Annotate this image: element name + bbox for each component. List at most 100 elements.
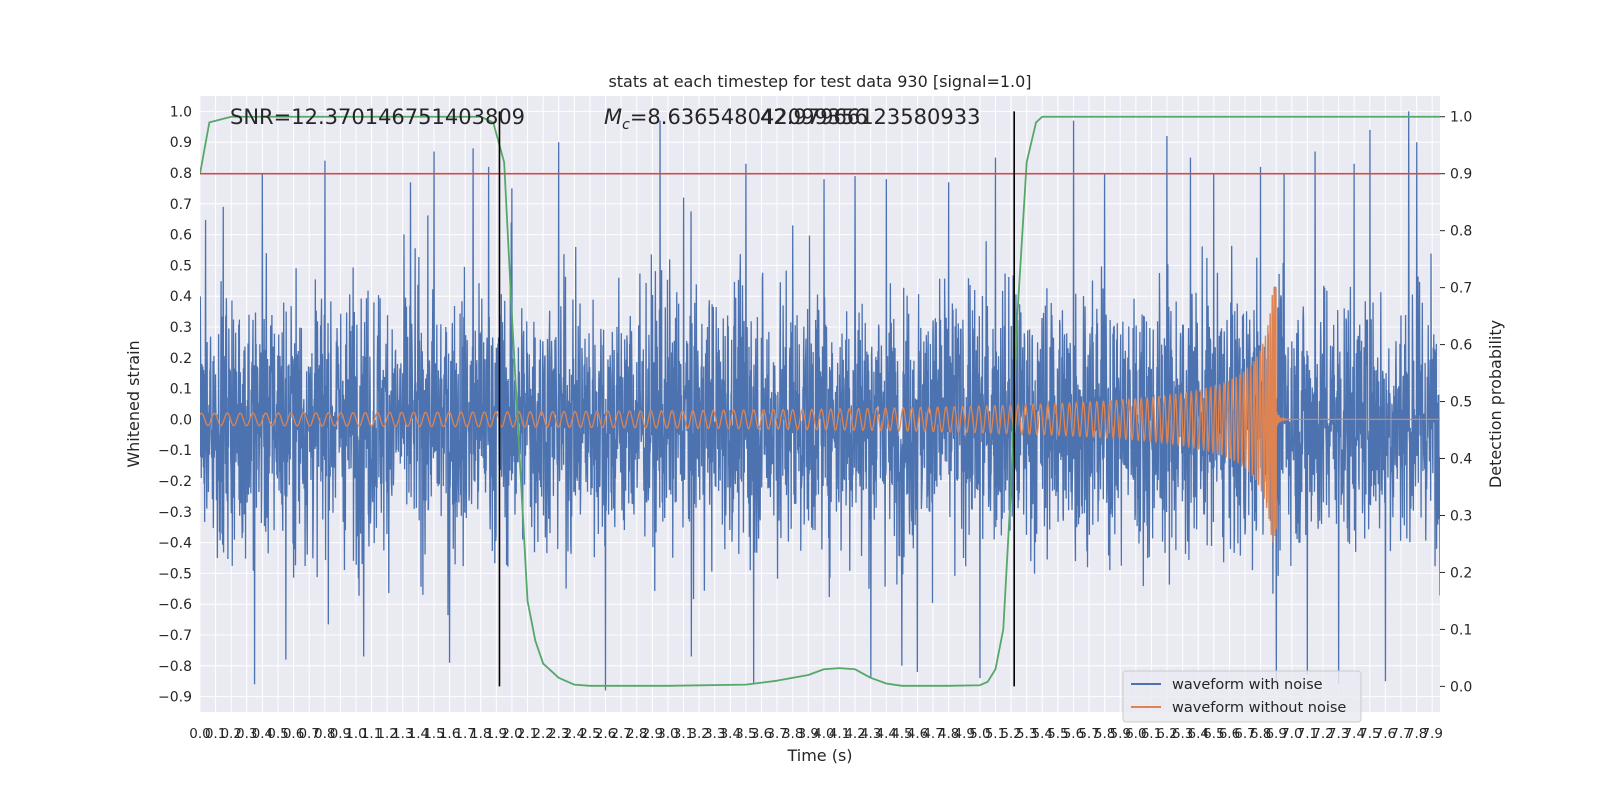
x-tick-label: 2.8 (626, 726, 647, 742)
x-tick-label: 0.2 (220, 726, 241, 742)
x-tick-label: 0.0 (189, 726, 210, 742)
x-tick-label: 0.3 (236, 726, 257, 742)
legend: waveform with noise waveform without noi… (1122, 670, 1362, 723)
x-tick-label: 6.9 (1265, 726, 1286, 742)
x-tick-label: 2.4 (564, 726, 585, 742)
y-right-tick-label: 0.5 (1450, 395, 1472, 411)
y-axis-right-label: Detection probability (1486, 320, 1505, 488)
y-right-tick-label: 0.8 (1450, 224, 1472, 240)
x-tick-label: 0.8 (314, 726, 335, 742)
y-right-tick-label: 0.3 (1450, 508, 1472, 524)
x-tick-label: 5.9 (1110, 726, 1131, 742)
x-tick-label: 5.4 (1032, 726, 1053, 742)
snr-annotation: SNR=12.370146751403809 (230, 105, 525, 129)
legend-label-clean: waveform without noise (1172, 700, 1346, 716)
y-tick-label: 0.3 (170, 320, 192, 336)
x-tick-label: 5.7 (1078, 726, 1099, 742)
probability-line (200, 115, 1440, 687)
chart-title: stats at each timestep for test data 930… (608, 72, 1031, 91)
x-tick-label: 4.4 (876, 726, 897, 742)
x-tick-label: 3.5 (735, 726, 756, 742)
y-tick-label: −0.9 (158, 690, 192, 706)
x-tick-label: 3.1 (673, 726, 694, 742)
x-tick-label: 2.7 (610, 726, 631, 742)
x-tick-label: 4.9 (954, 726, 975, 742)
x-tick-label: 6.5 (1203, 726, 1224, 742)
x-tick-label: 0.7 (298, 726, 319, 742)
y-tick-label: 0.4 (170, 289, 192, 305)
x-tick-label: 6.3 (1172, 726, 1193, 742)
x-tick-label: 6.2 (1156, 726, 1177, 742)
x-tick-label: 4.5 (891, 726, 912, 742)
x-tick-label: 2.5 (579, 726, 600, 742)
x-tick-label: 6.1 (1141, 726, 1162, 742)
x-tick-label: 0.4 (252, 726, 273, 742)
overlays (200, 111, 1440, 687)
x-tick-label: 1.1 (361, 726, 382, 742)
x-tick-label: 1.6 (439, 726, 460, 742)
x-tick-label: 4.3 (860, 726, 881, 742)
chirp-mass-symbol: M (604, 105, 622, 129)
x-tick-label: 4.2 (844, 726, 865, 742)
series-waveform-with-noise (200, 111, 1440, 691)
y-axis-left-label: Whitened strain (124, 340, 143, 467)
x-tick-label: 1.5 (423, 726, 444, 742)
x-tick-label: 7.8 (1406, 726, 1427, 742)
y-tick-label: −0.3 (158, 505, 192, 521)
y-tick-label: 0.6 (170, 228, 192, 244)
x-tick-label: 7.5 (1359, 726, 1380, 742)
x-tick-label: 2.2 (532, 726, 553, 742)
x-tick-label: 6.6 (1219, 726, 1240, 742)
y-tick-label: 0.2 (170, 351, 192, 367)
x-tick-label: 1.8 (470, 726, 491, 742)
y-axis-left-ticks: 1.0 0.9 0.8 0.7 0.6 0.5 0.4 0.3 0.2 0.1 0.0 −0.1 −0.… (158, 104, 192, 705)
legend-label-noise: waveform with noise (1172, 677, 1323, 693)
x-tick-label: 2.3 (548, 726, 569, 742)
x-tick-label: 5.3 (1016, 726, 1037, 742)
series-detection-probability (200, 115, 1440, 687)
x-tick-label: 1.4 (408, 726, 429, 742)
y-tick-label: −0.1 (158, 443, 192, 459)
y-tick-label: −0.5 (158, 566, 192, 582)
series-waveform-without-noise (200, 286, 1440, 543)
legend-box (1122, 670, 1362, 723)
x-tick-label: 7.0 (1281, 726, 1302, 742)
x-tick-label: 7.6 (1375, 726, 1396, 742)
x-tick-label: 0.5 (267, 726, 288, 742)
y-right-tick-label: 0.6 (1450, 338, 1472, 354)
x-tick-label: 0.6 (283, 726, 304, 742)
y-tick-label: 0.5 (170, 258, 192, 274)
x-tick-label: 3.9 (798, 726, 819, 742)
y-tick-label: 0.7 (170, 197, 192, 213)
x-tick-label: 1.7 (454, 726, 475, 742)
x-tick-label: 4.8 (938, 726, 959, 742)
overlapping-annotation: 42.97966123580933 (760, 105, 980, 129)
chirp-mass-subscript: c (622, 117, 630, 133)
chirp-mass-annotation: Mc=8.636548042099356 (604, 105, 868, 133)
x-tick-label: 2.9 (642, 726, 663, 742)
x-tick-label: 3.6 (751, 726, 772, 742)
x-tick-label: 6.4 (1187, 726, 1208, 742)
y-right-tick-label: 0.0 (1450, 679, 1472, 695)
y-tick-label: 0.9 (170, 135, 192, 151)
x-tick-label: 3.8 (782, 726, 803, 742)
x-tick-label: 5.2 (1000, 726, 1021, 742)
x-tick-label: 5.0 (969, 726, 990, 742)
x-axis-label: Time (s) (786, 746, 852, 765)
x-tick-label: 5.8 (1094, 726, 1115, 742)
x-axis-ticks: 0.00.10.20.30.40.50.60.70.80.91.01.11.21… (189, 726, 1443, 742)
x-tick-label: 5.6 (1063, 726, 1084, 742)
x-tick-label: 1.3 (392, 726, 413, 742)
x-tick-label: 2.0 (501, 726, 522, 742)
y-right-tick-label: 0.4 (1450, 452, 1472, 468)
x-tick-label: 6.7 (1234, 726, 1255, 742)
x-tick-label: 2.1 (517, 726, 538, 742)
x-tick-label: 7.9 (1421, 726, 1442, 742)
x-tick-label: 7.7 (1390, 726, 1411, 742)
x-tick-label: 1.2 (376, 726, 397, 742)
x-tick-label: 7.2 (1312, 726, 1333, 742)
x-tick-label: 7.3 (1328, 726, 1349, 742)
y-tick-label: 0.0 (170, 412, 192, 428)
x-tick-label: 0.1 (205, 726, 226, 742)
